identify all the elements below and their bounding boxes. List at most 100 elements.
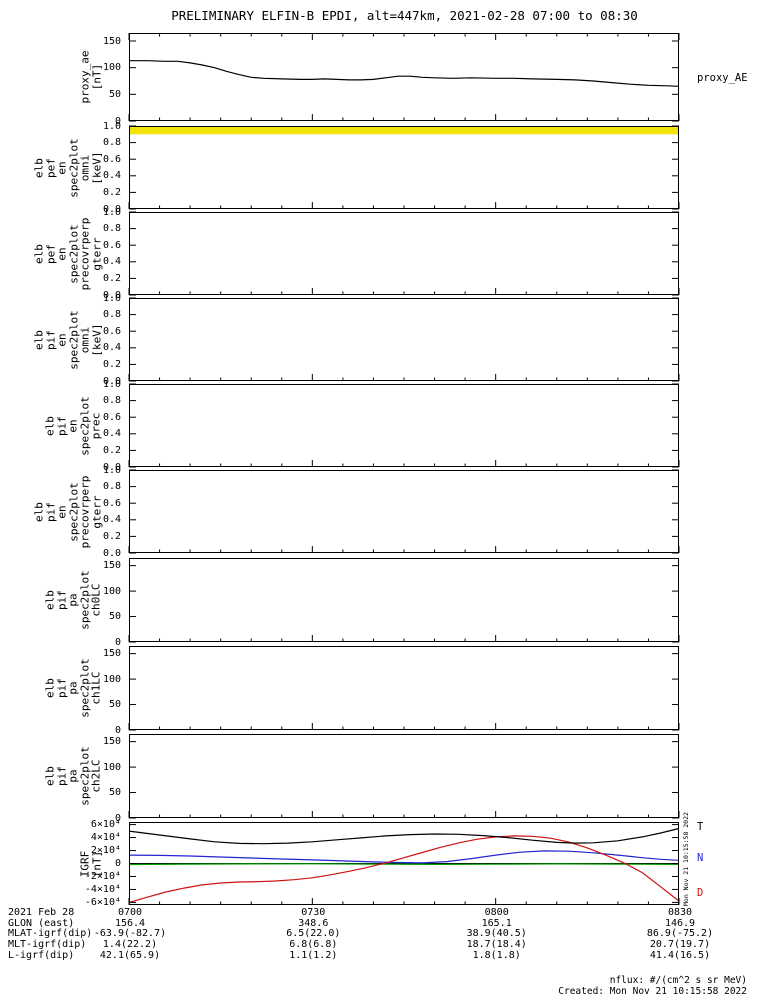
footer-value-mlt-3: 20.7(19.7) (649, 939, 711, 951)
y-tick-label: 0.0 (102, 203, 121, 215)
plot-area-igrf (128, 822, 680, 905)
footer-value-glon-3: 146.9 (664, 917, 696, 929)
plot-area-elb_pif_en_spec2plot_omni (128, 297, 680, 382)
y-tick-label: 100 (102, 62, 121, 74)
footer-value-mlat-2: 38.9(40.5) (466, 928, 527, 940)
y-tick-label: 50 (108, 699, 121, 711)
panel-frame (129, 33, 679, 121)
y-tick-label: 0.2 (102, 358, 121, 370)
y-tick-label: 0.2 (102, 444, 121, 456)
y-tick-label: 0.8 (102, 309, 121, 321)
plot-area-elb_pif_en_spec2plot_precovrperp_gterr (128, 469, 680, 554)
plot-area-elb_pif_en_spec2plot_prec (128, 383, 680, 468)
panel-proxy_ae: proxy_ae [nT] 150 100 50 0 proxy_AE (0, 33, 775, 127)
footer-label-glon: GLON (east) (8, 917, 75, 929)
y-tick-label: 0.4 (102, 342, 121, 354)
y-tick-label: 100 (102, 673, 121, 685)
corner-notes: nflux: #/(cm^2 s sr MeV) Created: Mon No… (558, 975, 747, 997)
y-tick-label: 50 (108, 611, 121, 623)
footer-value-date-time-3: 0830 (667, 907, 693, 918)
footer-label-date-time: 2021 Feb 28 (8, 907, 75, 918)
y-tick-label: 6×10⁴ (90, 819, 121, 831)
y-tick-label: 0.4 (102, 428, 121, 440)
y-tick-label: 0.8 (102, 137, 121, 149)
panel-frame (129, 734, 679, 818)
y-tick-label: 0.4 (102, 170, 121, 182)
panel-frame (129, 298, 679, 381)
footer-value-mlt-0: 1.4(22.2) (102, 939, 158, 951)
y-tick-label: 0.0 (102, 375, 121, 387)
panel-frame (129, 470, 679, 553)
panel-frame (129, 822, 679, 905)
y-tick-label: 0.0 (102, 289, 121, 301)
y-tick-label: 4×10⁴ (90, 832, 121, 844)
y-tick-label: 0.2 (102, 186, 121, 198)
panel-elb_pef_en_spec2plot_precovrperp_gterr: elb pef en spec2plot precovrperp gterr 1.… (0, 207, 775, 301)
y-tick-label: 0 (114, 636, 121, 648)
plot-area-elb_pef_en_spec2plot_precovrperp_gterr (128, 211, 680, 296)
footer-value-l-1: 1.1(1.2) (289, 949, 338, 961)
footer-value-l-3: 41.4(16.5) (649, 949, 711, 961)
footer-value-mlt-1: 6.8(6.8) (289, 939, 338, 951)
y-tick-label: 0 (114, 115, 121, 127)
panel-elb_pif_en_spec2plot_precovrperp_gterr: elb pif en spec2plot precovrperp gterr 1.… (0, 465, 775, 559)
spectrogram-band (129, 126, 679, 135)
y-tick-label: 2×10⁴ (90, 845, 121, 857)
y-tick-label: 100 (102, 585, 121, 597)
panel-elb_pif_en_spec2plot_omni: elb pif en spec2plot omni [keV] 1.0 0.8 0.6… (0, 293, 775, 387)
footer-value-glon-0: 156.4 (114, 917, 146, 929)
y-tick-label: 0.2 (102, 530, 121, 542)
footer-value-date-time-0: 0700 (117, 907, 143, 918)
created-timestamp-note: Created: Mon Nov 21 10:15:58 2022 (558, 986, 747, 997)
y-tick-label: 1.0 (102, 206, 121, 218)
nflux-units-note: nflux: #/(cm^2 s sr MeV) (609, 975, 747, 986)
footer-value-glon-1: 348.6 (298, 917, 329, 929)
series-line-proxy_AE (129, 60, 680, 87)
y-tick-label: 0 (114, 858, 121, 869)
footer-value-mlat-0: -63.9(-82.7) (93, 928, 167, 940)
footer-value-mlt-2: 18.7(18.4) (466, 939, 527, 951)
y-tick-label: 150 (102, 560, 121, 572)
panel-elb_pif_en_spec2plot_prec: elb pif en spec2plot prec 1.0 0.8 0.6 0.4 0.2… (0, 379, 775, 473)
plot-area-elb_pif_pa_spec2plot_ch2LC (128, 734, 680, 819)
footer-value-glon-2: 165.1 (481, 917, 512, 929)
y-tick-label: 100 (102, 761, 121, 773)
series-label-T: T (697, 820, 704, 833)
y-tick-label: 0.4 (102, 256, 121, 268)
series-line-T (128, 827, 680, 845)
y-tick-label: 150 (102, 648, 121, 660)
y-tick-label: 0.8 (102, 481, 121, 493)
y-tick-label: 1.0 (102, 292, 121, 304)
y-tick-label: 0.6 (102, 153, 121, 165)
panel-frame (129, 126, 679, 209)
plot-area-proxy_ae (128, 33, 680, 122)
y-tick-label: 0 (114, 724, 121, 736)
y-tick-label: -2×10⁴ (84, 870, 121, 882)
plot-title: PRELIMINARY ELFIN-B EPDI, alt=447km, 202… (171, 8, 638, 23)
panel-elb_pif_pa_spec2plot_ch2LC: elb pif pa spec2plot ch2LC 150 100 50 0 (0, 734, 775, 824)
footer-label-mlat: MLAT-igrf(dip) (8, 928, 93, 940)
y-tick-label: 0.4 (102, 514, 121, 526)
y-tick-label: 50 (108, 88, 121, 100)
panel-elb_pif_pa_spec2plot_ch1LC: elb pif pa spec2plot ch1LC 150 100 50 0 (0, 646, 775, 736)
y-tick-label: 150 (102, 736, 121, 748)
series-label-proxy_AE: proxy_AE (697, 72, 748, 85)
footer-value-date-time-2: 0800 (484, 907, 509, 918)
y-tick-label: 1.0 (102, 120, 121, 132)
y-tick-label: 0.8 (102, 223, 121, 235)
side-timestamp: Mon Nov 21 10:15:58 2022 (682, 812, 690, 906)
panel-frame (129, 212, 679, 295)
footer-value-mlat-3: 86.9(-75.2) (646, 928, 714, 940)
y-tick-label: 0.6 (102, 325, 121, 337)
series-line-D (128, 835, 680, 903)
series-line-N (128, 850, 680, 864)
y-tick-label: 150 (102, 35, 121, 47)
plot-area-elb_pef_en_spec2plot_omni (128, 125, 680, 210)
panel-frame (129, 646, 679, 730)
y-tick-label: 0.6 (102, 497, 121, 509)
y-tick-label: 0.6 (102, 411, 121, 423)
y-tick-label: 50 (108, 787, 121, 799)
y-tick-label: 0.0 (102, 547, 121, 559)
footer-value-date-time-1: 0730 (301, 907, 326, 918)
